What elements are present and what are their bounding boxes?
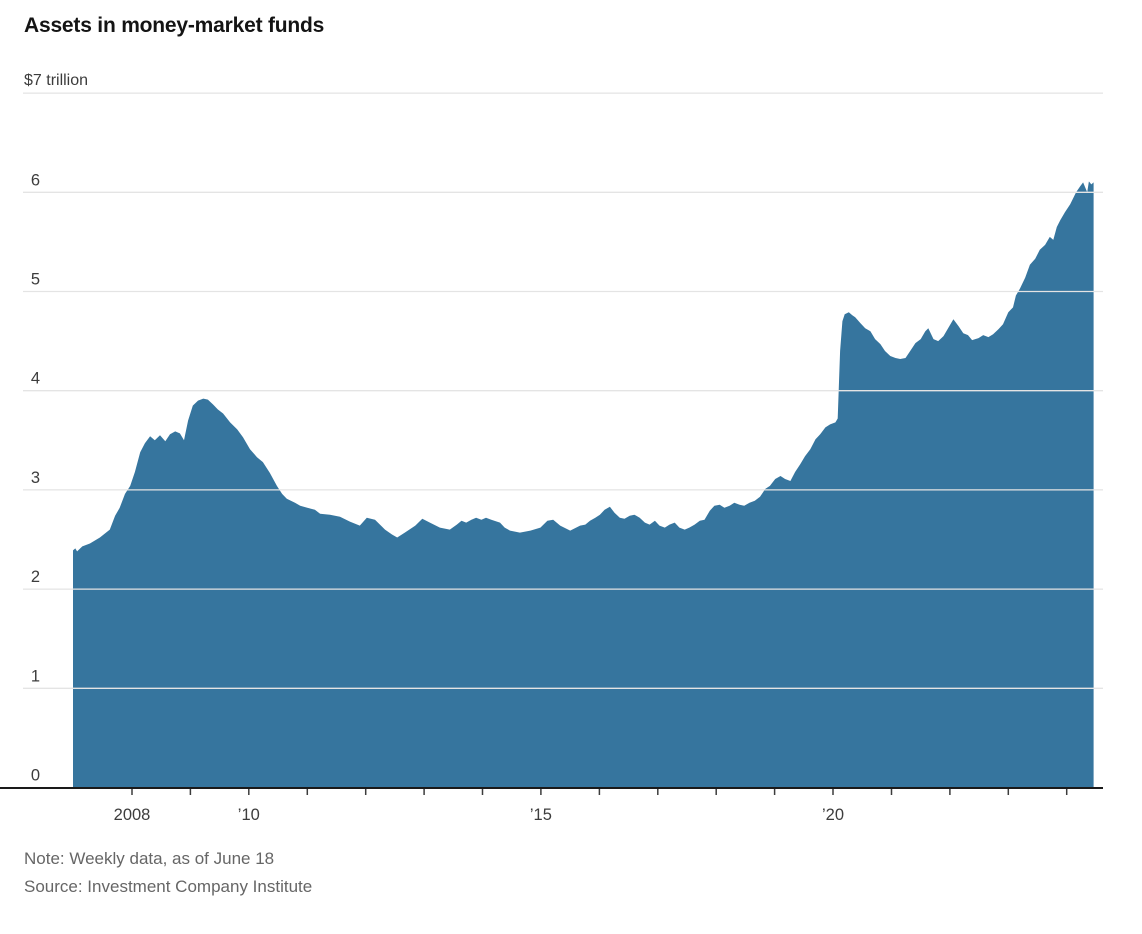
y-tick-label-5: 5 [31,271,40,289]
chart-title: Assets in money-market funds [24,14,325,37]
chart-note: Note: Weekly data, as of June 18 [24,849,275,868]
chart-footnotes: Note: Weekly data, as of June 18 Source:… [24,845,312,900]
x-axis-label-2020: ’20 [822,806,844,824]
area-series [73,181,1094,788]
y-tick-label-6: 6 [31,171,40,189]
y-tick-label-3: 3 [31,469,40,487]
y-tick-label-2: 2 [31,568,40,586]
chart-source: Source: Investment Company Institute [24,876,313,896]
y-tick-label-1: 1 [31,667,40,685]
x-axis-label-2008: 2008 [114,806,151,824]
y-tick-label-0: 0 [31,767,40,785]
x-axis-label-2010: ’10 [238,806,260,824]
y-axis-unit-label: $7 trillion [24,72,89,89]
x-axis-label-2015: ’15 [530,806,552,824]
y-tick-label-4: 4 [31,370,40,388]
